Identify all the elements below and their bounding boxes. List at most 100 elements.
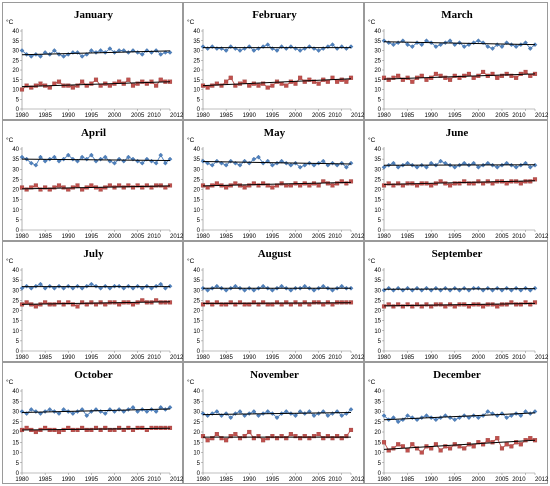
min-temp-point bbox=[224, 302, 229, 307]
min-temp-point bbox=[224, 185, 229, 190]
max-temp-point bbox=[65, 52, 71, 57]
x-tick-label: 1995 bbox=[266, 113, 280, 119]
max-temp-point bbox=[270, 287, 275, 293]
max-temp-point bbox=[391, 42, 396, 47]
x-tick-label: 2000 bbox=[108, 113, 122, 119]
max-temp-point bbox=[237, 162, 243, 168]
min-temp-point bbox=[339, 436, 344, 441]
min-temp-point bbox=[29, 85, 34, 90]
min-temp-point bbox=[321, 436, 326, 441]
x-tick-label: 2005 bbox=[495, 477, 509, 483]
max-temp-point bbox=[513, 44, 519, 49]
max-temp-trendline bbox=[21, 408, 171, 414]
x-tick-label: 1985 bbox=[38, 234, 52, 240]
min-temp-point bbox=[514, 302, 519, 307]
y-tick-label: 20 bbox=[193, 309, 200, 315]
min-temp-point bbox=[98, 427, 103, 433]
y-tick-label: 0 bbox=[197, 107, 201, 113]
min-temp-point bbox=[391, 75, 396, 80]
y-tick-label: 35 bbox=[193, 278, 200, 284]
y-tick-label: 10 bbox=[12, 451, 19, 457]
max-temp-point bbox=[56, 158, 62, 164]
min-temp-point bbox=[457, 181, 462, 186]
y-tick-label: 25 bbox=[193, 298, 200, 304]
chart-title: February bbox=[252, 9, 297, 21]
min-temp-point bbox=[224, 438, 229, 443]
max-temp-point bbox=[75, 50, 80, 55]
min-temp-point bbox=[386, 181, 391, 186]
min-temp-point bbox=[135, 81, 140, 86]
x-tick-label: 1980 bbox=[15, 113, 29, 119]
min-temp-point bbox=[419, 304, 424, 309]
min-temp-point bbox=[504, 71, 509, 76]
max-temp-point bbox=[19, 285, 25, 291]
min-temp-point bbox=[284, 300, 289, 305]
min-temp-point bbox=[410, 304, 415, 309]
max-temp-point bbox=[200, 411, 206, 416]
x-tick-label: 2012 bbox=[535, 477, 549, 483]
y-tick-label: 0 bbox=[16, 228, 20, 234]
min-temp-point bbox=[126, 183, 131, 188]
min-temp-point bbox=[219, 436, 224, 441]
min-temp-point bbox=[381, 183, 387, 188]
min-temp-point bbox=[265, 85, 270, 90]
min-temp-point bbox=[514, 75, 519, 80]
min-temp-point bbox=[518, 442, 523, 447]
min-temp-point bbox=[279, 302, 284, 307]
y-tick-label: 15 bbox=[193, 78, 200, 84]
x-tick-label: 1995 bbox=[85, 113, 99, 119]
min-temp-point bbox=[471, 444, 476, 449]
min-temp-point bbox=[396, 302, 401, 307]
min-temp-point bbox=[293, 300, 298, 305]
max-temp-trendline bbox=[21, 50, 171, 56]
y-tick-label: 15 bbox=[12, 440, 19, 446]
chart-svg: May °C 0 5 10 15 20 25 30 35 40 1980 1985 1990 1995 200… bbox=[187, 127, 365, 240]
y-unit-label: °C bbox=[368, 378, 376, 386]
x-tick-label: 2000 bbox=[472, 355, 486, 361]
min-temp-point bbox=[452, 73, 457, 78]
min-temp-point bbox=[47, 187, 52, 192]
x-tick-label: 2005 bbox=[131, 477, 145, 483]
chart-panel-january: January °C 0 5 10 15 20 25 30 35 40 1980 1985 1990 199… bbox=[2, 2, 184, 120]
y-tick-label: 5 bbox=[378, 218, 382, 224]
min-temp-point bbox=[448, 77, 453, 82]
max-temp-point bbox=[325, 162, 331, 168]
y-tick-label: 15 bbox=[193, 319, 200, 325]
max-temp-point bbox=[256, 154, 261, 160]
y-tick-label: 15 bbox=[12, 198, 19, 204]
min-temp-point bbox=[256, 183, 261, 188]
x-tick-label: 2010 bbox=[328, 113, 342, 119]
y-tick-label: 30 bbox=[12, 410, 19, 416]
max-temp-point bbox=[381, 164, 387, 170]
min-temp-trendline bbox=[202, 181, 352, 187]
min-temp-point bbox=[386, 77, 391, 82]
chart-svg: February °C 0 5 10 15 20 25 30 35 40 1980 1985 1990 19… bbox=[187, 9, 365, 119]
max-temp-point bbox=[107, 407, 113, 412]
y-unit-label: °C bbox=[187, 136, 195, 144]
min-temp-point bbox=[43, 185, 48, 190]
max-temp-point bbox=[33, 162, 39, 168]
min-temp-point bbox=[205, 300, 210, 305]
x-tick-label: 1980 bbox=[377, 234, 391, 240]
y-tick-label: 40 bbox=[374, 389, 381, 395]
max-temp-point bbox=[395, 40, 401, 46]
min-temp-point bbox=[452, 181, 457, 186]
min-temp-point bbox=[528, 436, 533, 441]
y-tick-label: 10 bbox=[374, 208, 381, 214]
max-temp-point bbox=[330, 411, 335, 416]
chart-svg: June °C 0 5 10 15 20 25 30 35 40 1980 1985 1990 1995 20… bbox=[368, 127, 549, 240]
min-temp-point bbox=[424, 302, 429, 307]
y-tick-label: 0 bbox=[378, 471, 382, 477]
min-temp-point bbox=[528, 302, 533, 307]
min-temp-point bbox=[75, 304, 80, 309]
max-temp-point bbox=[270, 162, 275, 168]
min-temp-point bbox=[424, 77, 429, 82]
max-temp-point bbox=[28, 160, 34, 166]
min-temp-trendline bbox=[383, 439, 536, 450]
y-tick-label: 0 bbox=[378, 349, 382, 355]
x-tick-label: 1985 bbox=[219, 234, 233, 240]
min-temp-point bbox=[80, 425, 85, 430]
min-temp-point bbox=[205, 85, 210, 90]
max-temp-point bbox=[246, 44, 252, 49]
